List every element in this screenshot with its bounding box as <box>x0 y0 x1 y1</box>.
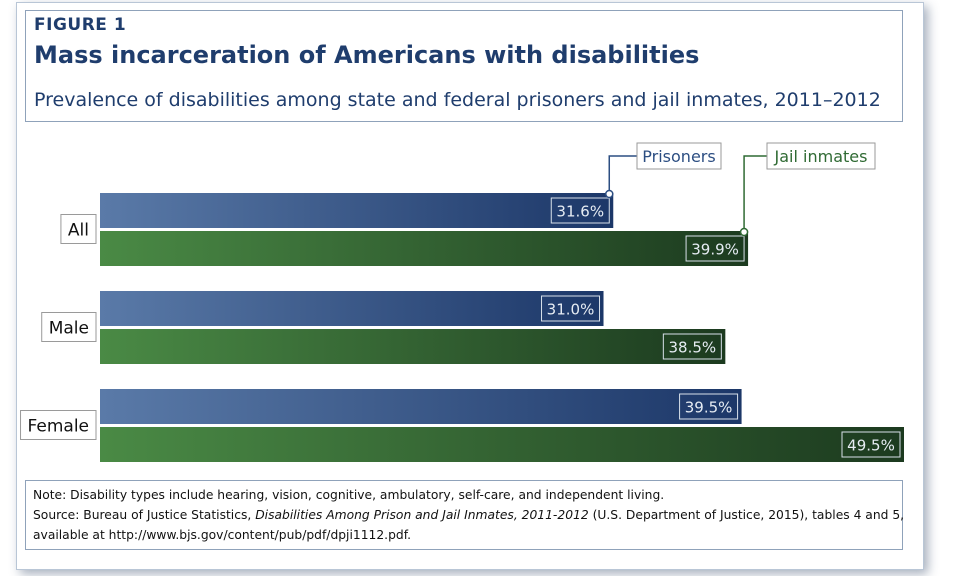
value-label-box <box>841 431 901 458</box>
legend-leader-jail-inmates <box>743 155 767 232</box>
category-label-box <box>20 410 97 440</box>
category-label-all: All <box>68 221 89 241</box>
source-suffix: (U.S. Department of Justice, 2015), tabl… <box>588 508 905 522</box>
value-label-box <box>679 393 739 420</box>
category-label-male: Male <box>49 319 89 339</box>
chart-title: Mass incarceration of Americans with dis… <box>34 41 700 69</box>
source-line: Source: Bureau of Justice Statistics, Di… <box>33 505 904 525</box>
bar-jail-inmates-female <box>100 427 904 462</box>
legend-leader-prisoners <box>608 155 637 194</box>
value-label-box <box>662 333 722 360</box>
figure-header: FIGURE 1 Mass incarceration of Americans… <box>25 10 903 122</box>
legend-anchor-dot <box>739 227 749 237</box>
bar-prisoners-male <box>100 291 604 326</box>
value-label-prisoners-female: 39.5% <box>685 399 733 417</box>
value-label-prisoners-male: 31.0% <box>547 301 595 319</box>
bar-jail-inmates-all <box>100 231 749 266</box>
legend-label-jail-inmates: Jail inmates <box>774 147 868 166</box>
value-label-box <box>550 197 610 224</box>
legend-box-prisoners <box>636 142 722 170</box>
legend-anchor-dot <box>605 189 614 199</box>
notes-box: Note: Disability types include hearing, … <box>25 480 904 550</box>
note-text: Note: Disability types include hearing, … <box>33 488 665 502</box>
value-label-box <box>685 235 745 262</box>
legend-label-prisoners: Prisoners <box>642 147 715 166</box>
figure-frame <box>16 2 924 570</box>
category-label-box <box>60 214 97 244</box>
legend-box-jail-inmates <box>766 142 876 170</box>
value-label-prisoners-all: 31.6% <box>556 203 604 221</box>
bar-jail-inmates-male <box>100 329 726 364</box>
value-label-jail-inmates-all: 39.9% <box>691 241 739 259</box>
value-label-jail-inmates-male: 38.5% <box>669 339 717 357</box>
category-label-female: Female <box>28 417 89 437</box>
bar-prisoners-female <box>100 389 742 424</box>
figure-label: FIGURE 1 <box>34 15 127 35</box>
category-label-box <box>41 312 97 342</box>
source-title: Disabilities Among Prison and Jail Inmat… <box>255 508 589 522</box>
value-label-box <box>541 295 601 322</box>
source-url: available at http://www.bjs.gov/content/… <box>33 528 412 542</box>
source-prefix: Source: Bureau of Justice Statistics, <box>33 508 256 522</box>
bar-prisoners-all <box>100 193 614 228</box>
chart-subtitle: Prevalence of disabilities among state a… <box>34 89 881 111</box>
value-label-jail-inmates-female: 49.5% <box>847 437 895 455</box>
